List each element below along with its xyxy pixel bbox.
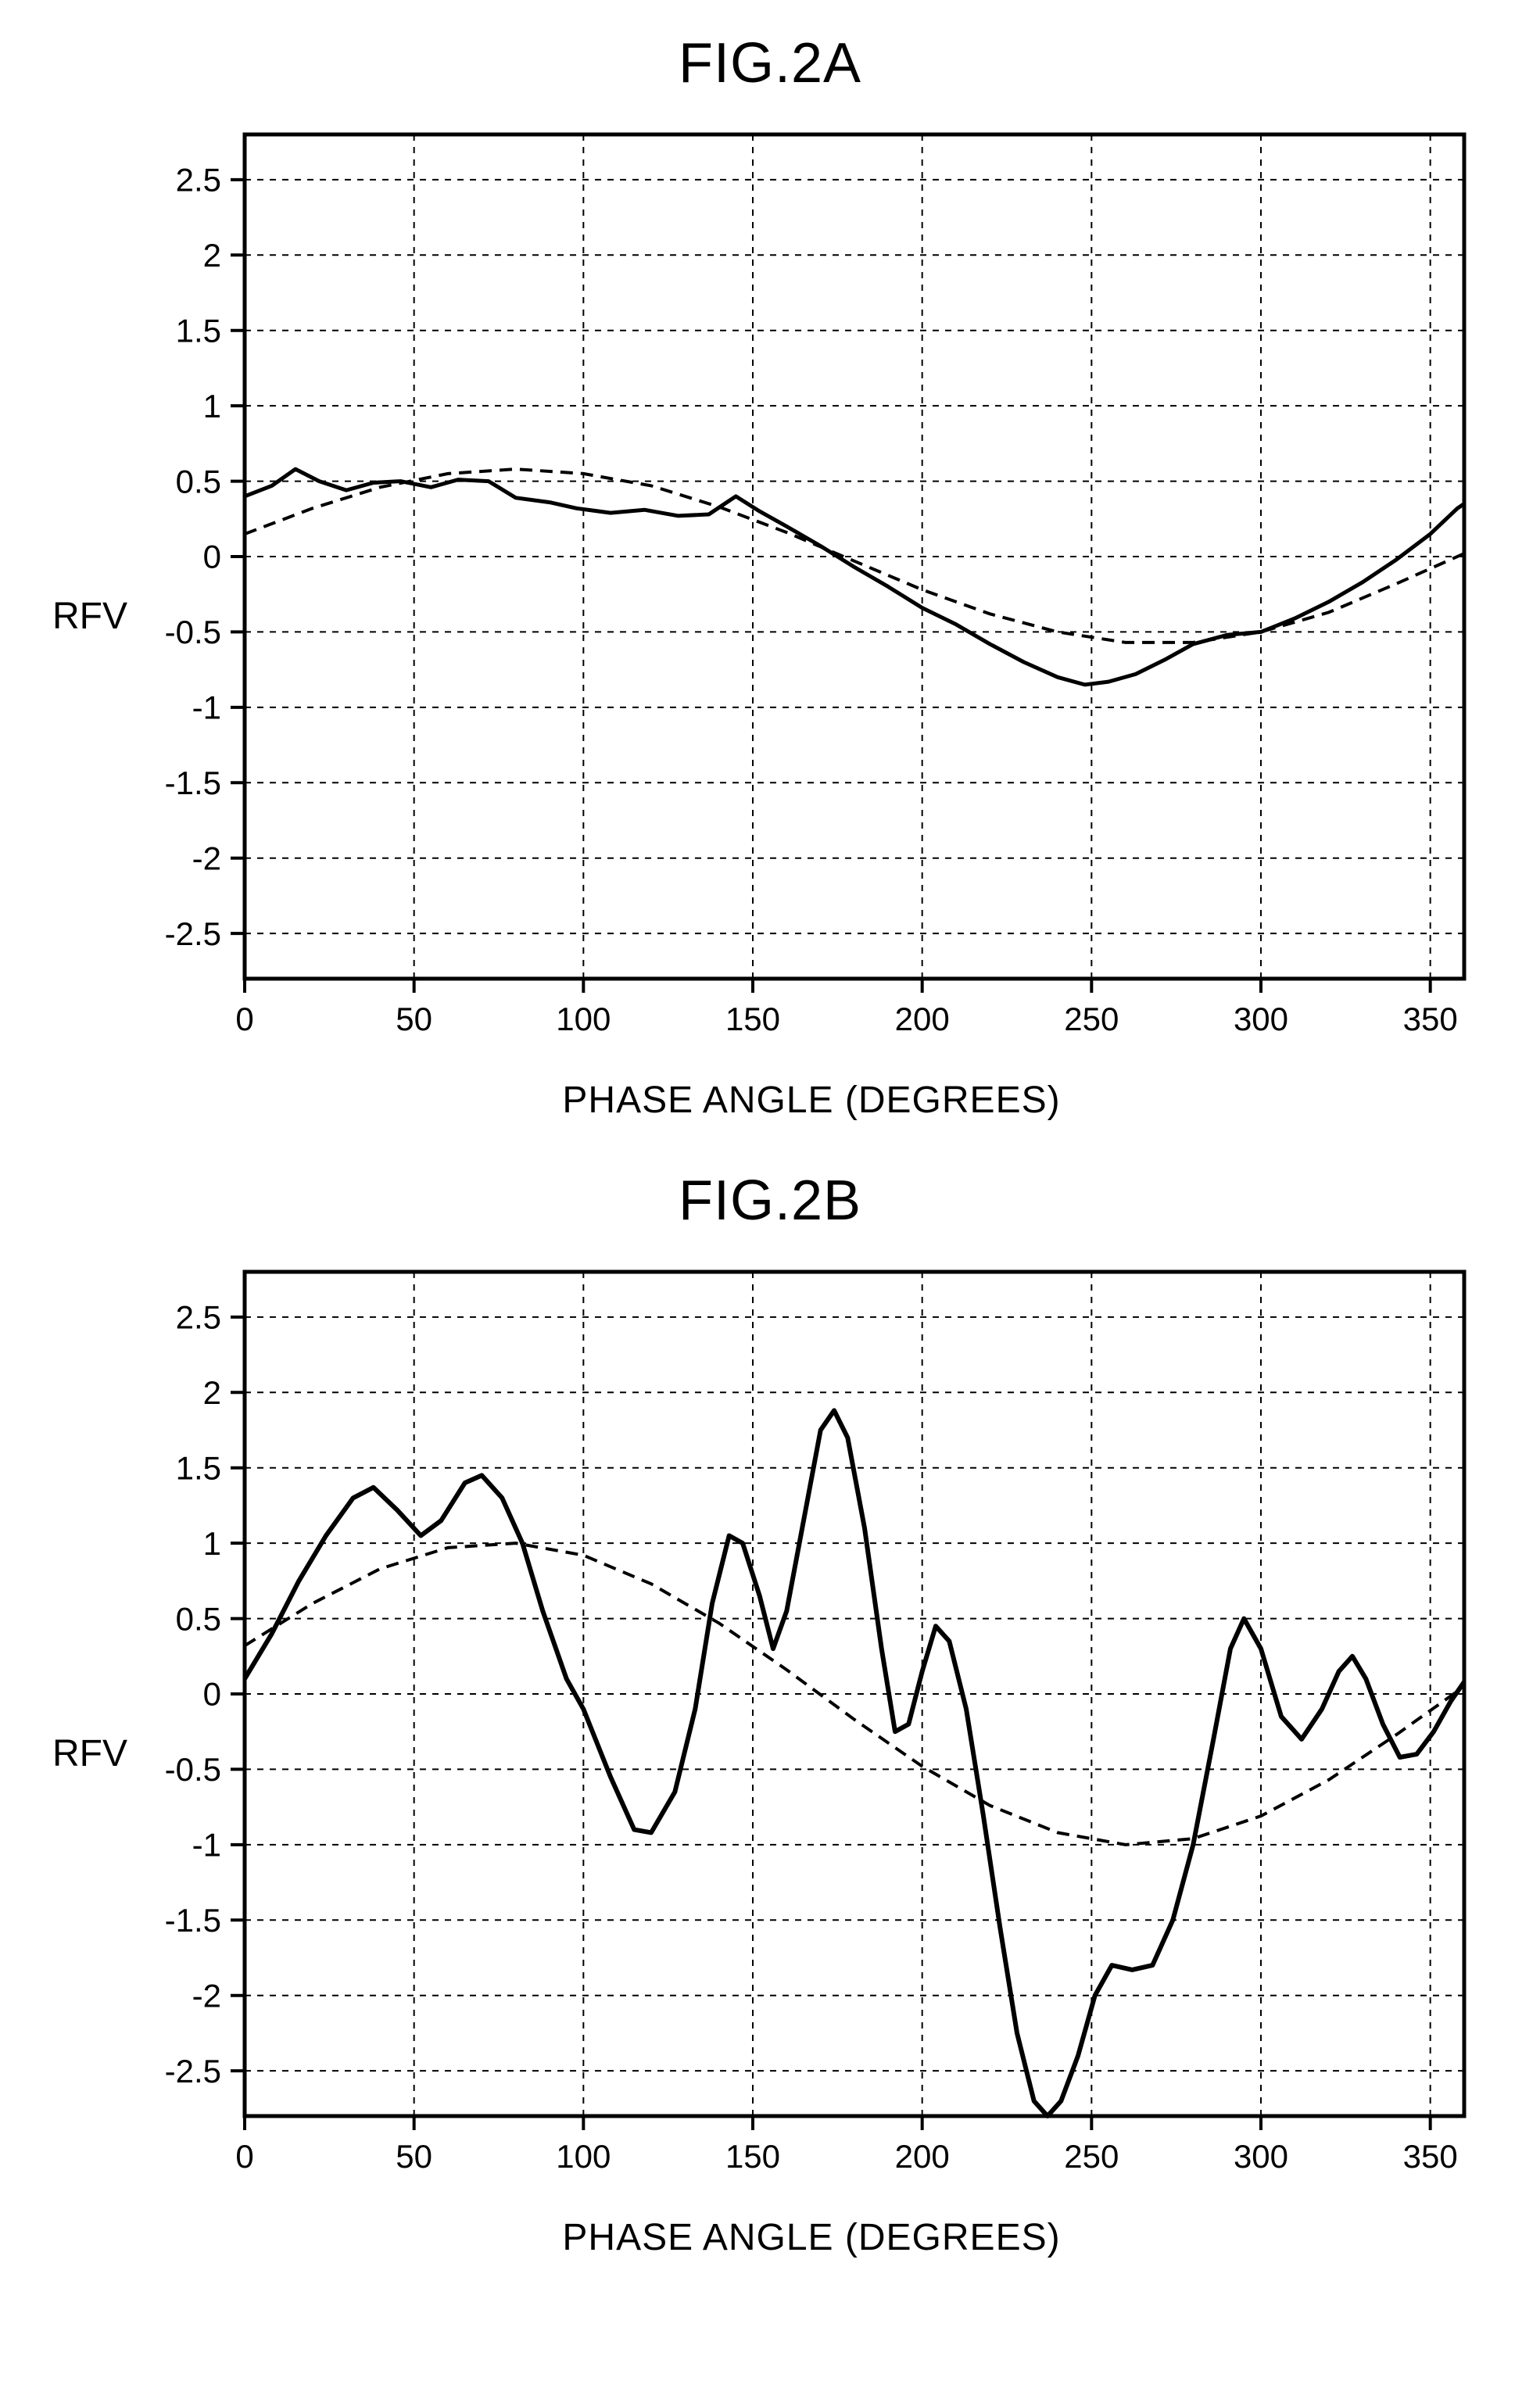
x-tick-label: 350	[1403, 1001, 1458, 1037]
y-tick-label: 2.5	[176, 162, 221, 199]
series-solid	[245, 1410, 1464, 2116]
y-tick-label: -2.5	[165, 915, 221, 952]
chart-svg: 0 50 100 150 200 250 300 350 -2.5 -2 -1.5 -1 -0.5 0 0.…	[135, 111, 1488, 1065]
x-tick-label: 100	[556, 1001, 611, 1037]
x-tick-label: 350	[1403, 2138, 1458, 2175]
y-tick-label: 2.5	[176, 1299, 221, 1336]
y-axis-label: RFV	[52, 1732, 127, 1775]
x-tick-label: 250	[1064, 1001, 1119, 1037]
x-tick-label: 150	[725, 2138, 780, 2175]
x-tick-label: 200	[895, 1001, 950, 1037]
y-tick-label: -2.5	[165, 2053, 221, 2089]
y-tick-label: -2	[192, 840, 221, 876]
series-solid	[245, 469, 1464, 685]
y-tick-label: -1.5	[165, 1902, 221, 1939]
chart-wrap: RFV 0 50 100 150 200 250 300 350 -2.5 -2 -1.5 -1 -0.5…	[47, 1248, 1493, 2259]
y-tick-label: -1	[192, 689, 221, 726]
y-tick-label: 0.5	[176, 1600, 221, 1637]
x-tick-label: 300	[1234, 1001, 1288, 1037]
x-tick-label: 0	[235, 2138, 253, 2175]
y-tick-label: 1.5	[176, 312, 221, 349]
x-tick-label: 300	[1234, 2138, 1288, 2175]
y-tick-label: -0.5	[165, 1751, 221, 1788]
y-tick-label: -1.5	[165, 765, 221, 801]
x-axis-label: PHASE ANGLE (DEGREES)	[562, 2216, 1060, 2259]
figure-block-1: FIG.2B RFV 0 50 100 150 200 250 300 350 -2.5 -2 -1.5…	[47, 1169, 1493, 2259]
x-tick-label: 50	[396, 1001, 432, 1037]
series-dashed	[245, 1543, 1464, 1845]
x-tick-label: 200	[895, 2138, 950, 2175]
y-tick-label: -0.5	[165, 614, 221, 650]
y-tick-label: -2	[192, 1977, 221, 2014]
y-tick-label: 1	[203, 1525, 221, 1562]
x-tick-label: 50	[396, 2138, 432, 2175]
y-tick-label: 0	[203, 539, 221, 575]
y-tick-label: 1.5	[176, 1449, 221, 1486]
figure-title: FIG.2A	[47, 31, 1493, 95]
figure-block-0: FIG.2A RFV 0 50 100 150 200 250 300 350 -2.5 -2 -1.5…	[47, 31, 1493, 1122]
x-tick-label: 150	[725, 1001, 780, 1037]
series-dashed	[245, 469, 1464, 643]
x-tick-label: 100	[556, 2138, 611, 2175]
x-tick-label: 250	[1064, 2138, 1119, 2175]
y-tick-label: -1	[192, 1827, 221, 1864]
y-tick-label: 2	[203, 237, 221, 274]
y-tick-label: 1	[203, 388, 221, 424]
chart-svg: 0 50 100 150 200 250 300 350 -2.5 -2 -1.5 -1 -0.5 0 0.…	[135, 1248, 1488, 2202]
y-tick-label: 0.5	[176, 463, 221, 500]
chart-wrap: RFV 0 50 100 150 200 250 300 350 -2.5 -2 -1.5 -1 -0.5…	[47, 111, 1493, 1122]
figure-title: FIG.2B	[47, 1169, 1493, 1233]
plot-border	[245, 1272, 1464, 2116]
plot-border	[245, 134, 1464, 979]
x-axis-label: PHASE ANGLE (DEGREES)	[562, 1079, 1060, 1122]
y-tick-label: 2	[203, 1374, 221, 1411]
y-axis-label: RFV	[52, 595, 127, 638]
x-tick-label: 0	[235, 1001, 253, 1037]
y-tick-label: 0	[203, 1676, 221, 1713]
